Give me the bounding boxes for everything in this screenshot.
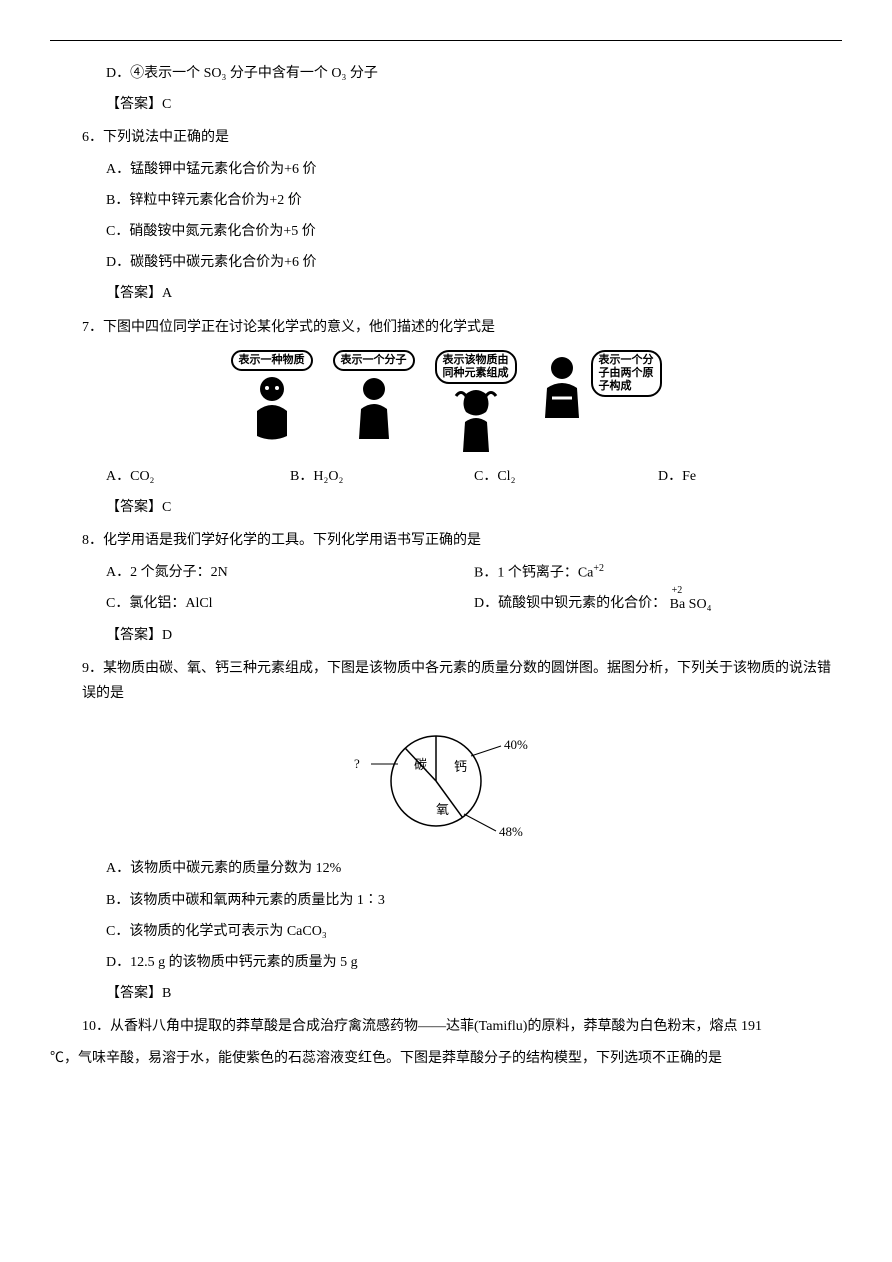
- q5-option-d: D．④表示一个 SO₃ 分子中含有一个 O₃ 分子: [50, 61, 842, 86]
- pie-label-o: 氧: [436, 802, 449, 817]
- person-icon: [247, 371, 297, 441]
- q10-line2: ℃，气味辛酸，易溶于水，能使紫色的石蕊溶液变红色。下图是莽草酸分子的结构模型，下…: [50, 1046, 842, 1071]
- question-8: 8．化学用语是我们学好化学的工具。下列化学用语书写正确的是 A．2 个氮分子：2…: [50, 528, 842, 648]
- q7-bubble-3-line1: 表示该物质由: [443, 354, 509, 366]
- q7-options: A．CO₂ B．H₂O₂ C．Cl₂ D．Fe: [50, 464, 842, 489]
- q7-bubble-4-line3: 子构成: [599, 380, 632, 392]
- person-icon: [537, 350, 587, 420]
- q7-stem: 7．下图中四位同学正在讨论某化学式的意义，他们描述的化学式是: [50, 315, 842, 340]
- pie-label-q: ?: [354, 756, 360, 771]
- q8-options: A．2 个氮分子：2N B．1 个钙离子：Ca+2 C．氯化铝：AlCl D．硫…: [50, 560, 842, 617]
- question-9: 9．某物质由碳、氧、钙三种元素组成，下图是该物质中各元素的质量分数的圆饼图。据图…: [50, 656, 842, 1006]
- q9-option-c: C．该物质的化学式可表示为 CaCO₃: [50, 919, 842, 944]
- q7-bubble-4-line2: 子由两个原: [599, 367, 654, 379]
- q7-option-d: D．Fe: [658, 464, 842, 489]
- q7-bubble-2: 表示一个分子: [333, 350, 415, 371]
- pie-chart: 钙 氧 碳 40% 48% ?: [336, 716, 556, 846]
- q7-bubble-1: 表示一种物质: [231, 350, 313, 371]
- q9-option-b: B．该物质中碳和氧两种元素的质量比为 1∶3: [50, 888, 842, 913]
- q7-figure: 表示一种物质 表示一个分子: [50, 350, 842, 454]
- q8-answer: 【答案】D: [50, 623, 842, 648]
- question-5-tail: D．④表示一个 SO₃ 分子中含有一个 O₃ 分子 【答案】C: [50, 61, 842, 117]
- q7-bubble-3: 表示该物质由 同种元素组成: [435, 350, 517, 384]
- question-10: 10．从香料八角中提取的莽草酸是合成治疗禽流感药物——达菲(Tamiflu)的原…: [50, 1014, 842, 1070]
- q9-stem: 9．某物质由碳、氧、钙三种元素组成，下图是该物质中各元素的质量分数的圆饼图。据图…: [50, 656, 842, 706]
- person-icon: [451, 384, 501, 454]
- person-icon: [349, 371, 399, 441]
- q9-figure: 钙 氧 碳 40% 48% ?: [50, 716, 842, 846]
- q7-person-3: 表示该物质由 同种元素组成: [435, 350, 517, 454]
- q5-answer: 【答案】C: [50, 92, 842, 117]
- q7-person-2: 表示一个分子: [333, 350, 415, 441]
- pie-label-c: 碳: [414, 757, 427, 772]
- q10-line1: 10．从香料八角中提取的莽草酸是合成治疗禽流感药物——达菲(Tamiflu)的原…: [50, 1014, 842, 1039]
- top-rule: [50, 40, 842, 41]
- q6-option-c: C．硝酸铵中氮元素化合价为+5 价: [50, 219, 842, 244]
- question-6: 6．下列说法中正确的是 A．锰酸钾中锰元素化合价为+6 价 B．锌粒中锌元素化合…: [50, 125, 842, 306]
- q7-option-c: C．Cl₂: [474, 464, 658, 489]
- q7-person-4: 表示一个分 子由两个原 子构成: [537, 350, 662, 420]
- q8-option-b-prefix: B．1 个钙离子：Ca: [474, 565, 593, 580]
- q9-option-a: A．该物质中碳元素的质量分数为 12%: [50, 856, 842, 881]
- q7-bubble-4-line1: 表示一个分: [599, 354, 654, 366]
- q9-option-d: D．12.5 g 的该物质中钙元素的质量为 5 g: [50, 950, 842, 975]
- q6-stem: 6．下列说法中正确的是: [50, 125, 842, 150]
- q8-option-d: D．硫酸钡中钡元素的化合价： +2 Ba SO₄: [474, 591, 842, 616]
- q8-option-b-sup: +2: [593, 563, 604, 574]
- q7-option-b: B．H₂O₂: [290, 464, 474, 489]
- q6-option-a: A．锰酸钾中锰元素化合价为+6 价: [50, 157, 842, 182]
- pie-percent-o: 48%: [499, 824, 523, 839]
- pie-percent-ca: 40%: [504, 737, 528, 752]
- q6-option-d: D．碳酸钙中碳元素化合价为+6 价: [50, 250, 842, 275]
- q7-person-1: 表示一种物质: [231, 350, 313, 441]
- q8-baso4: +2 Ba SO₄: [670, 592, 712, 617]
- q7-bubble-4: 表示一个分 子由两个原 子构成: [591, 350, 662, 398]
- q6-answer: 【答案】A: [50, 281, 842, 306]
- q7-bubble-3-line2: 同种元素组成: [443, 367, 509, 379]
- q9-answer: 【答案】B: [50, 981, 842, 1006]
- question-7: 7．下图中四位同学正在讨论某化学式的意义，他们描述的化学式是 表示一种物质 表示…: [50, 315, 842, 521]
- q7-answer: 【答案】C: [50, 495, 842, 520]
- q8-option-a: A．2 个氮分子：2N: [106, 560, 474, 586]
- q8-option-b: B．1 个钙离子：Ca+2: [474, 560, 842, 586]
- q8-baso4-top: +2: [672, 582, 683, 600]
- q7-option-a: A．CO₂: [106, 464, 290, 489]
- q6-option-b: B．锌粒中锌元素化合价为+2 价: [50, 188, 842, 213]
- q8-stem: 8．化学用语是我们学好化学的工具。下列化学用语书写正确的是: [50, 528, 842, 553]
- q8-option-c: C．氯化铝：AlCl: [106, 591, 474, 616]
- pie-label-ca: 钙: [454, 759, 467, 774]
- q8-option-d-prefix: D．硫酸钡中钡元素的化合价：: [474, 596, 666, 611]
